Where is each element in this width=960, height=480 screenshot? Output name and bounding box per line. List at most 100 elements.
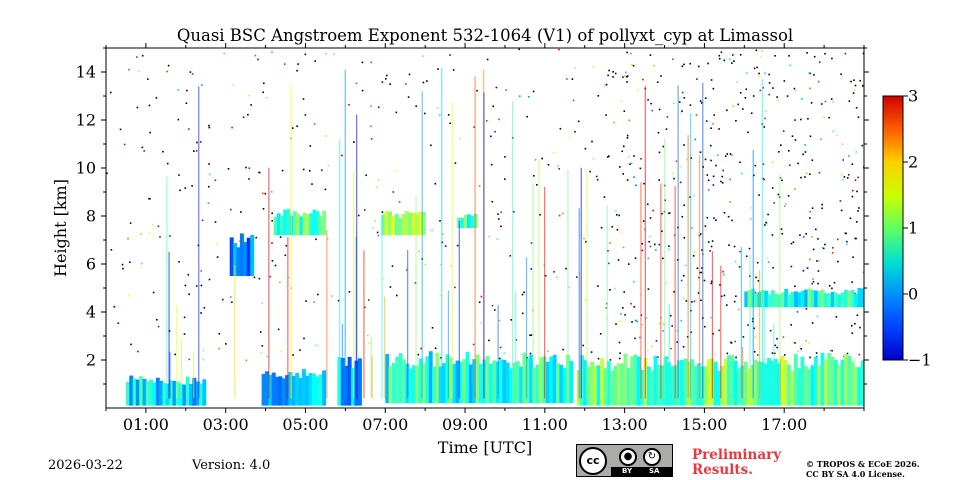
speckle-point [288, 276, 290, 279]
speckle-point [529, 334, 531, 337]
speckle-point [497, 218, 500, 220]
boundary-layer-early [125, 381, 130, 406]
speckle-point [214, 179, 217, 182]
streak-line [458, 220, 460, 399]
speckle-point [253, 276, 256, 279]
streak-line [640, 182, 642, 399]
speckle-point [661, 230, 663, 233]
speckle-point [800, 118, 802, 121]
speckle-point [848, 174, 850, 176]
x-axis-label: Time [UTC] [438, 438, 532, 457]
speckle-point [494, 309, 496, 311]
speckle-point [635, 184, 637, 187]
elevated-layer-1 [293, 211, 297, 236]
boundary-layer-afternoon [683, 358, 688, 406]
speckle-point [223, 52, 226, 55]
speckle-point [843, 176, 846, 178]
speckle-point [147, 78, 149, 80]
speckle-point [857, 176, 859, 179]
speckle-point [801, 98, 803, 100]
boundary-layer-day [452, 363, 457, 404]
speckle-point [776, 99, 779, 102]
speckle-point [476, 89, 478, 92]
speckle-point [608, 262, 610, 265]
elevated-layer-1 [312, 209, 317, 236]
speckle-point [712, 123, 714, 125]
speckle-point [671, 172, 674, 175]
boundary-layer-night [288, 372, 293, 406]
speckle-point [632, 64, 635, 67]
boundary-layer-night [301, 369, 306, 406]
streak-line [451, 102, 453, 399]
speckle-point [726, 352, 729, 355]
speckle-point [832, 101, 834, 103]
streak-line [234, 265, 236, 399]
speckle-point [706, 216, 709, 219]
speckle-point [450, 265, 452, 267]
license-notice: © TROPOS & ECoE 2026. CC BY SA 4.0 Licen… [806, 459, 920, 479]
boundary-layer-day [445, 354, 450, 404]
speckle-point [818, 259, 820, 262]
boundary-layer-afternoon [680, 360, 685, 406]
speckle-point [831, 252, 834, 254]
colorbar-ticks: −1 0 1 2 3 [903, 87, 932, 370]
speckle-point [726, 109, 728, 112]
speckle-point [603, 196, 606, 198]
streak-line [180, 338, 182, 399]
speckle-point [845, 232, 847, 235]
streak-line [193, 351, 195, 399]
speckle-point [398, 201, 401, 203]
speckle-point [777, 193, 780, 196]
residual-layer-late [807, 288, 812, 308]
speckle-point [862, 85, 864, 87]
speckle-point [498, 118, 500, 121]
speckle-point [530, 242, 533, 244]
speckle-point [317, 293, 319, 296]
speckle-point [370, 138, 373, 140]
speckle-point [424, 112, 426, 115]
speckle-point [500, 211, 502, 213]
speckle-point [762, 177, 765, 180]
speckle-point [258, 277, 261, 280]
speckle-point [851, 325, 853, 327]
boundary-layer-night [315, 376, 320, 406]
speckle-point [621, 150, 623, 153]
speckle-point [208, 124, 210, 127]
speckle-point [266, 355, 269, 358]
boundary-layer-afternoon [660, 365, 665, 406]
speckle-point [313, 301, 315, 303]
boundary-layer-night [271, 372, 276, 406]
speckle-point [846, 240, 848, 243]
speckle-point [756, 66, 758, 69]
speckle-point [353, 141, 355, 143]
speckle-point [528, 96, 530, 98]
boundary-layer-early [135, 379, 140, 406]
speckle-point [806, 52, 808, 54]
speckle-point [327, 238, 329, 240]
speckle-point [813, 74, 815, 76]
boundary-layer-afternoon [797, 368, 802, 406]
date-label: 2026-03-22 [48, 458, 123, 473]
speckle-point [216, 256, 219, 258]
boundary-layer-day [535, 364, 540, 404]
speckle-point [809, 217, 811, 219]
speckle-point [737, 103, 739, 106]
speckle-point [799, 234, 801, 236]
speckle-point [439, 220, 441, 222]
speckle-point [823, 116, 825, 119]
boundary-layer-day [499, 359, 503, 404]
speckle-point [184, 284, 187, 287]
speckle-point [640, 323, 643, 326]
boundary-layer-night [268, 374, 273, 406]
speckle-point [839, 200, 842, 202]
speckle-point [817, 282, 819, 285]
speckle-point [788, 150, 790, 152]
speckle-point [622, 246, 625, 249]
boundary-layer-night [322, 370, 327, 406]
speckle-point [396, 294, 398, 297]
speckle-point [258, 171, 260, 174]
boundary-layer-afternoon [790, 371, 795, 406]
boundary-layer-afternoon [580, 355, 584, 406]
residual-layer-late [820, 289, 825, 308]
